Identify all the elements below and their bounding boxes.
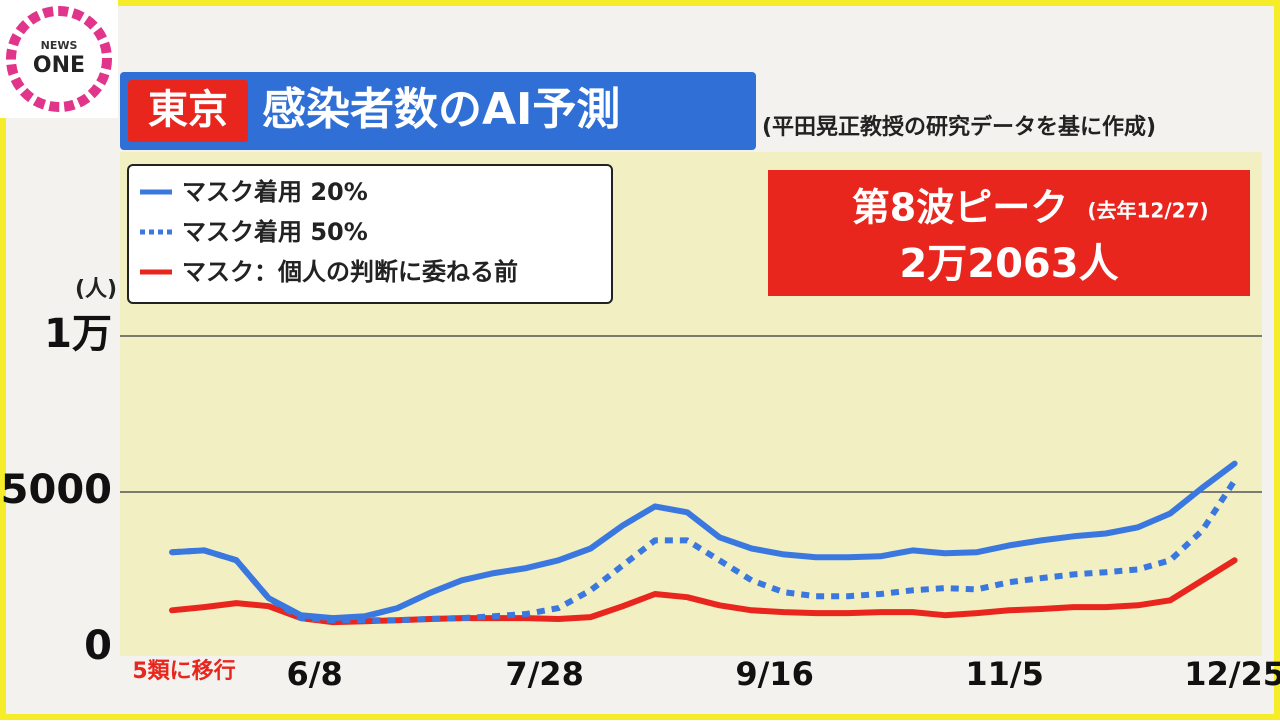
series-line xyxy=(171,478,1238,624)
y-tick-label: 1万 xyxy=(44,311,112,357)
legend-label: マスク着用 20% xyxy=(182,178,368,206)
x-tick-label: 9/16 xyxy=(735,655,813,693)
legend-items: マスク着用 20% マスク着用 50% マスク：個人の判断に委ねる前 xyxy=(140,178,518,286)
title-tag: 東京 xyxy=(148,87,228,133)
logo-ring xyxy=(6,6,112,112)
legend-label: マスク着用 50% xyxy=(182,218,368,246)
x-tick-label: 12/25 xyxy=(1184,655,1280,693)
subtitle: (平田晃正教授の研究データを基に作成) xyxy=(762,114,1156,140)
x-tick-label: 11/5 xyxy=(965,655,1043,693)
y-unit: (人) xyxy=(75,277,117,302)
series-line xyxy=(169,460,1238,622)
x-tick-label: 7/28 xyxy=(505,655,583,693)
title-band xyxy=(120,72,756,150)
annotation-date: (去年12/27) xyxy=(1087,199,1208,223)
annotation-box xyxy=(768,170,1250,296)
legend xyxy=(127,164,613,304)
y-tick-label: 5000 xyxy=(1,467,112,513)
title-tag-box xyxy=(128,80,248,142)
legend-label: マスク：個人の判断に委ねる前 xyxy=(182,258,518,286)
x-tick-label: 6/8 xyxy=(286,655,342,693)
start-label: 5類に移行 xyxy=(132,658,235,684)
annotation-value: 2万2063人 xyxy=(899,241,1118,287)
logo-top: NEWS xyxy=(41,39,78,52)
plot: 0 5000 1万 6/8 7/28 9/16 11/5 12/25 5類に移行 xyxy=(1,311,1280,693)
logo-box xyxy=(0,0,118,118)
annotation-title: 第8波ピーク xyxy=(852,186,1068,230)
chart-title: 感染者数のAI予測 xyxy=(262,84,620,135)
y-tick-label: 0 xyxy=(84,623,112,669)
logo-main: ONE xyxy=(33,53,85,78)
